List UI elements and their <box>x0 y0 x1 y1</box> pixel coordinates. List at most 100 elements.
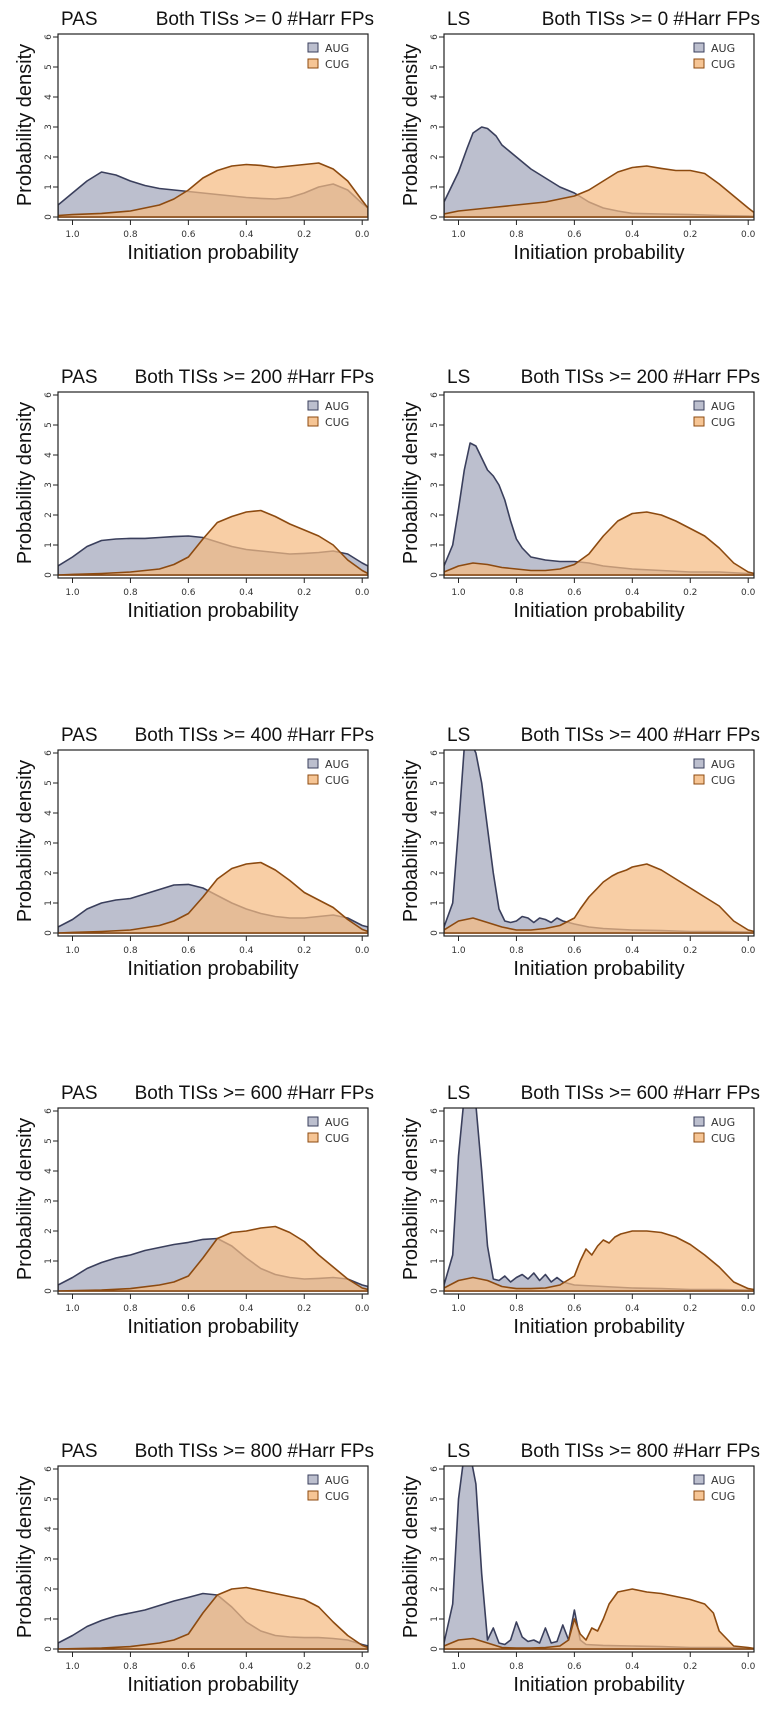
x-tick-label: 1.0 <box>451 946 466 956</box>
panel-title-dataset: LS <box>447 1083 470 1104</box>
x-tick-label: 0.2 <box>683 946 697 956</box>
x-tick-label: 0.0 <box>741 1662 756 1672</box>
y-tick-label: 2 <box>430 870 440 876</box>
y-tick-label: 5 <box>44 780 54 786</box>
y-tick-label: 4 <box>44 452 54 458</box>
x-axis-label: Initiation probability <box>127 1316 298 1338</box>
y-tick-label: 5 <box>430 780 440 786</box>
y-tick-label: 0 <box>44 214 54 220</box>
x-tick-label: 0.6 <box>567 946 582 956</box>
x-tick-label: 0.4 <box>239 1662 254 1672</box>
panel-title-dataset: LS <box>447 725 470 746</box>
legend-swatch-cug <box>693 58 705 69</box>
chart-panel: 0 1 2 3 4 5 6 1.0 0.8 0.6 0.4 0.2 0.0 Initiation prob… <box>14 1441 374 1696</box>
x-tick-label: 0.4 <box>239 588 254 598</box>
x-tick-label: 0.8 <box>509 588 524 598</box>
y-tick-label: 4 <box>430 94 440 100</box>
y-tick-label: 3 <box>430 840 440 846</box>
y-tick-label: 4 <box>430 1168 440 1174</box>
y-tick-label: 0 <box>44 930 54 936</box>
y-axis-label: Probability density <box>400 1118 422 1280</box>
legend-swatch-aug <box>307 1474 319 1485</box>
y-tick-label: 4 <box>430 452 440 458</box>
y-tick-label: 6 <box>430 750 440 756</box>
y-axis-label: Probability density <box>14 44 36 206</box>
y-tick-label: 5 <box>430 1138 440 1144</box>
x-tick-label: 1.0 <box>65 946 80 956</box>
panel-title-threshold: Both TISs >= 800 #Harr FPs <box>135 1441 374 1462</box>
y-tick-label: 6 <box>44 34 54 40</box>
y-tick-label: 1 <box>430 1616 440 1622</box>
x-tick-label: 0.4 <box>625 1662 640 1672</box>
legend-label-aug: AUG <box>711 1116 735 1129</box>
legend-label-aug: AUG <box>325 1474 349 1487</box>
x-axis-label: Initiation probability <box>513 600 684 622</box>
y-tick-label: 0 <box>430 572 440 578</box>
x-tick-label: 0.6 <box>567 1662 582 1672</box>
legend-label-cug: CUG <box>325 774 349 787</box>
y-tick-label: 5 <box>44 1496 54 1502</box>
legend-swatch-cug <box>693 1132 705 1143</box>
panel-title-dataset: LS <box>447 9 470 30</box>
legend-swatch-aug <box>307 42 319 53</box>
density-area-cug <box>444 1588 754 1650</box>
panel-title-dataset: LS <box>447 367 470 388</box>
panel-title-dataset: PAS <box>61 367 98 388</box>
panel-title-dataset: PAS <box>61 725 98 746</box>
legend-swatch-cug <box>307 774 319 785</box>
x-tick-label: 0.4 <box>625 946 640 956</box>
x-tick-label: 0.0 <box>741 946 756 956</box>
panel-title-threshold: Both TISs >= 200 #Harr FPs <box>135 367 374 388</box>
x-tick-label: 0.2 <box>297 1304 311 1314</box>
x-tick-label: 0.6 <box>181 588 196 598</box>
x-tick-label: 0.6 <box>181 946 196 956</box>
x-tick-label: 0.4 <box>239 946 254 956</box>
x-tick-label: 0.8 <box>509 946 524 956</box>
legend-swatch-aug <box>307 400 319 411</box>
y-tick-label: 0 <box>44 572 54 578</box>
density-area-cug <box>58 509 368 576</box>
y-tick-label: 4 <box>44 810 54 816</box>
y-tick-label: 2 <box>430 1228 440 1234</box>
y-tick-label: 2 <box>430 512 440 518</box>
y-tick-label: 2 <box>44 1228 54 1234</box>
x-axis-label: Initiation probability <box>127 600 298 622</box>
y-tick-label: 6 <box>430 1108 440 1114</box>
x-tick-label: 0.6 <box>567 588 582 598</box>
x-tick-label: 1.0 <box>451 1662 466 1672</box>
legend-label-aug: AUG <box>711 400 735 413</box>
y-tick-label: 0 <box>430 1646 440 1652</box>
y-tick-label: 6 <box>430 34 440 40</box>
y-tick-label: 4 <box>44 94 54 100</box>
y-tick-label: 4 <box>430 810 440 816</box>
legend-label-aug: AUG <box>325 1116 349 1129</box>
legend-label-aug: AUG <box>711 42 735 55</box>
y-tick-label: 2 <box>44 154 54 160</box>
density-area-cug <box>444 511 754 576</box>
chart-panel: 0 1 2 3 4 5 6 1.0 0.8 0.6 0.4 0.2 0.0 Initiation prob… <box>14 725 374 980</box>
chart-panel: 0 1 2 3 4 5 6 1.0 0.8 0.6 0.4 0.2 0.0 Initiation prob… <box>400 725 760 980</box>
x-tick-label: 0.2 <box>683 230 697 240</box>
legend-swatch-aug <box>693 1116 705 1127</box>
legend-label-cug: CUG <box>711 416 735 429</box>
y-tick-label: 3 <box>430 1556 440 1562</box>
legend-label-aug: AUG <box>711 758 735 771</box>
y-tick-label: 5 <box>430 64 440 70</box>
panel-title-threshold: Both TISs >= 800 #Harr FPs <box>521 1441 760 1462</box>
chart-panel: 0 1 2 3 4 5 6 1.0 0.8 0.6 0.4 0.2 0.0 Initiation prob… <box>400 9 760 264</box>
x-tick-label: 0.0 <box>355 230 370 240</box>
y-axis-label: Probability density <box>14 1476 36 1638</box>
x-tick-label: 0.0 <box>741 230 756 240</box>
legend-swatch-cug <box>693 416 705 427</box>
x-tick-label: 0.2 <box>297 1662 311 1672</box>
y-tick-label: 3 <box>430 482 440 488</box>
y-tick-label: 6 <box>430 392 440 398</box>
density-area-cug <box>444 1230 754 1292</box>
x-tick-label: 0.2 <box>683 1304 697 1314</box>
y-tick-label: 5 <box>44 422 54 428</box>
legend-label-aug: AUG <box>325 42 349 55</box>
x-tick-label: 1.0 <box>65 1304 80 1314</box>
panel-title-dataset: PAS <box>61 9 98 30</box>
y-tick-label: 2 <box>430 1586 440 1592</box>
